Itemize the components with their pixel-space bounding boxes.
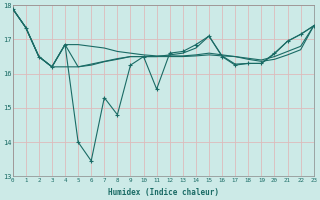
X-axis label: Humidex (Indice chaleur): Humidex (Indice chaleur) xyxy=(108,188,219,197)
